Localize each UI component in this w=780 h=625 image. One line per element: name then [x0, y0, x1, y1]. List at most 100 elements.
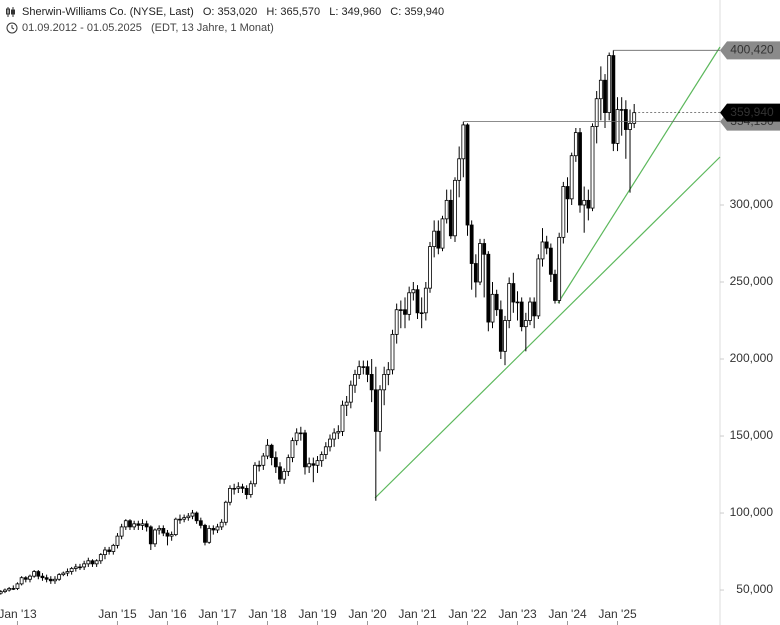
candle-body [419, 312, 424, 315]
candle-body [394, 309, 399, 335]
x-tick-label: Jan '15 [98, 607, 137, 621]
candle-body [261, 455, 266, 466]
candle-body [290, 440, 295, 458]
candle-body [444, 199, 449, 220]
y-tick-label: 50,000 [736, 582, 773, 596]
candle-body [303, 432, 307, 468]
candle-body [532, 301, 537, 317]
price-tag-label: 359,940 [730, 105, 774, 119]
candle-body [94, 560, 99, 565]
candle-body [369, 374, 374, 391]
candle-body [244, 487, 249, 495]
candle-body [173, 518, 178, 535]
candle-body [465, 124, 470, 226]
candle-body [607, 55, 612, 113]
ohlc-low: L: 349,960 [329, 6, 382, 18]
candle-body [265, 444, 270, 457]
candle-body [0, 591, 3, 594]
candle-body [115, 535, 120, 546]
candle-body [494, 293, 499, 311]
ohlc-open: O: 353,020 [202, 6, 258, 18]
x-tick-label: Jan '21 [398, 607, 437, 621]
candle-body [486, 253, 491, 323]
candle-body [586, 199, 591, 209]
candle-body [348, 384, 353, 403]
candle-body [161, 528, 166, 534]
candle-body [423, 287, 428, 314]
candle-body [219, 521, 224, 528]
y-tick-label: 150,000 [730, 428, 774, 442]
x-tick-label: Jan '18 [248, 607, 287, 621]
candle-body [598, 79, 603, 100]
candle-body [528, 301, 532, 321]
candle-body [269, 444, 274, 458]
candle-body [182, 517, 187, 520]
x-tick-label: Jan '22 [448, 607, 487, 621]
candle-body [323, 446, 328, 455]
candle-body [82, 563, 87, 568]
candle-body [148, 526, 153, 545]
price-tag-label: 400,420 [730, 43, 774, 57]
candle-body [169, 534, 174, 537]
candle-body [278, 466, 282, 480]
candle-body [407, 292, 412, 315]
candle-body [228, 487, 232, 503]
candle-body [190, 512, 195, 517]
candle-body [503, 320, 507, 352]
candle-body [332, 432, 337, 440]
candle-body [194, 512, 199, 522]
candle-body [565, 186, 570, 200]
candle-body [436, 230, 441, 249]
candle-body [373, 389, 378, 432]
candle-body [90, 560, 95, 565]
candle-body [28, 575, 32, 580]
candle-body [78, 566, 82, 569]
candle-body [536, 258, 541, 317]
candle-body [53, 578, 57, 582]
candle-body [140, 523, 145, 526]
candle-body [253, 464, 257, 485]
y-tick-label: 100,000 [730, 505, 774, 519]
candle-body [111, 544, 116, 552]
candle-body [344, 401, 349, 406]
candle-body [548, 247, 553, 275]
candle-body [294, 432, 299, 442]
candle-body [319, 454, 324, 462]
candle-body [144, 523, 149, 528]
candle-body [553, 273, 557, 301]
candle-body [223, 501, 228, 523]
candle-body [623, 109, 628, 130]
candle-body [69, 568, 74, 572]
title: Sherwin-Williams Co. (NYSE, Last) [22, 6, 194, 18]
candle-body [544, 241, 549, 249]
candle-body [257, 464, 262, 467]
candle-body [98, 554, 103, 562]
candle-body [40, 575, 45, 579]
candle-body [390, 333, 395, 371]
candle-body [336, 431, 341, 434]
candle-body [86, 560, 91, 565]
candle-body [119, 526, 124, 537]
candle-body [619, 109, 624, 111]
candle-body [353, 374, 357, 386]
trend-line [557, 46, 721, 304]
date-range: 01.09.2012 - 01.05.2025 [22, 22, 142, 34]
candle-body [36, 571, 41, 577]
candle-body [357, 366, 362, 375]
candle-body [386, 369, 391, 375]
candle-body [440, 218, 445, 249]
candle-body [307, 463, 312, 468]
candle-body [469, 224, 474, 264]
x-tick-label: Jan '16 [148, 607, 187, 621]
candle-body [132, 523, 137, 528]
candle-body [178, 518, 182, 521]
candle-body [215, 526, 220, 531]
candle-body [23, 577, 28, 580]
candle-body [569, 155, 574, 200]
x-tick-label: Jan '19 [298, 607, 337, 621]
candle-body [578, 132, 582, 206]
candle-body [203, 524, 207, 543]
candle-body [315, 460, 320, 466]
candle-body [7, 588, 12, 591]
